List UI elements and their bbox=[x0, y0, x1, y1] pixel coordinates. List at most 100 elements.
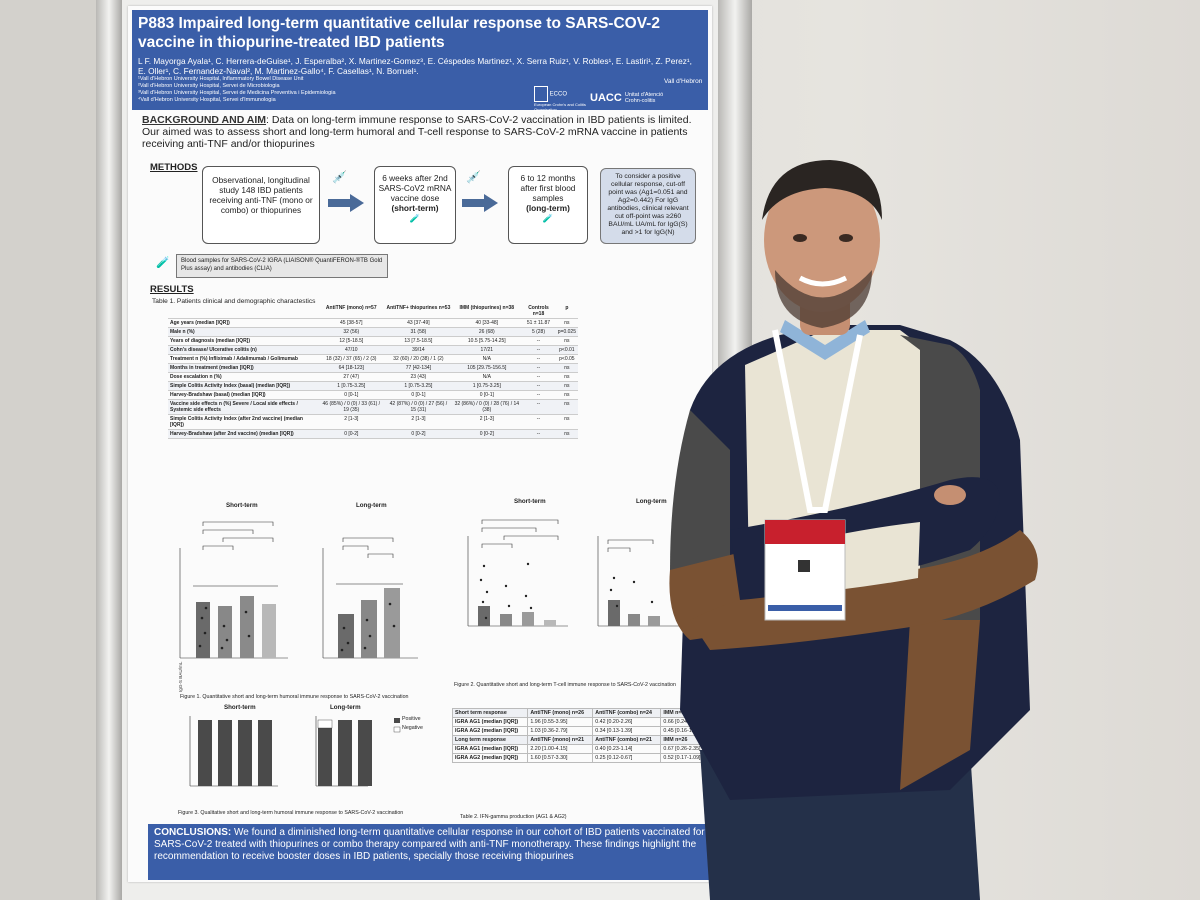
table1-row-label: Simple Colitis Activity Index (after 2nd… bbox=[168, 414, 319, 430]
table1-row-label: Cohn's disease/ Ulcerative colitis (n) bbox=[168, 345, 319, 355]
table1-row-label: Age years (median [IQR]) bbox=[168, 318, 319, 328]
figure2-tcell-quantitative bbox=[467, 519, 688, 627]
table1-header-cell: p bbox=[555, 304, 578, 319]
methods-box-long-term-label: (long-term) bbox=[526, 203, 570, 213]
table1-cell: 27 (47) bbox=[318, 372, 385, 382]
uacc-logo-subtext: Unitat d'Atenció Crohn-colitis bbox=[624, 92, 664, 104]
table1-cell: 23 (43) bbox=[384, 372, 453, 382]
table1-cell: 31 (58) bbox=[384, 327, 453, 337]
conclusions-box: CONCLUSIONS: We found a diminished long-… bbox=[148, 824, 712, 880]
table1-row: Dose escalation n (%) 27 (47) 23 (43) N/A --… bbox=[168, 372, 578, 382]
right-eye bbox=[839, 234, 853, 242]
affiliation: ²Vall d'Hebron University Hospital, Serv… bbox=[138, 83, 280, 89]
poster-header: P883 Impaired long-term quantitative cel… bbox=[132, 10, 708, 112]
table1-row: Treatment n (%) Infliximab / Adalimumab … bbox=[168, 354, 578, 364]
table1-cell: 0 [0-2] bbox=[318, 429, 385, 439]
table2-row: Short term response AntiTNF (mono) n=26 An… bbox=[451, 708, 708, 718]
table1-cell: 0 [0-1] bbox=[318, 390, 385, 400]
table2-row: IGRA AG2 (median [IQR]) 1.60 [0.57-3.30] 0… bbox=[451, 753, 708, 763]
table1-cell: 0 [0-2] bbox=[452, 429, 522, 439]
table1-cell: ns bbox=[555, 390, 578, 400]
table1-header-cell: IMM (thiopurines) n=38 bbox=[452, 304, 522, 319]
table1-cell: 26 (68) bbox=[452, 327, 522, 337]
table1-cell: ns bbox=[555, 318, 578, 328]
background-text: : Data on long-term immune response to S… bbox=[142, 114, 692, 150]
table1-cell: 46 (85%) / 0 (0) / 33 (61) / 19 (35) bbox=[318, 399, 385, 415]
table1-row: Harvey-Bradshaw (after 2nd vaccine) (med… bbox=[168, 429, 578, 439]
table1-cell: 47/10 bbox=[318, 345, 385, 355]
table1-cell: 1 [0.75-3.25] bbox=[452, 381, 522, 391]
methods-box-study: Observational, longitudinal study 148 IB… bbox=[202, 166, 320, 244]
table2-cell: 0.25 [0.12-0.67] bbox=[592, 753, 662, 763]
table1-row: Harvey-Bradshaw (basal) (median [IQR]) 0 … bbox=[168, 390, 578, 400]
table2-row-label: IGRA AG1 (median [IQR]) bbox=[451, 744, 529, 754]
table1-row-label: Vaccine side effects n (%) Severe / Loca… bbox=[168, 399, 319, 415]
fig3-legend-positive: Positive bbox=[402, 716, 421, 722]
table1-cell: 51 ± 11.87 bbox=[521, 318, 556, 328]
poster-title: P883 Impaired long-term quantitative cel… bbox=[138, 15, 660, 51]
table1-cell: -- bbox=[521, 372, 556, 382]
fig3-long-term-label: Long-term bbox=[330, 704, 361, 711]
poster-authors: L F. Mayorga Ayala¹, C. Herrera-deGuise¹… bbox=[138, 56, 692, 76]
scientific-poster: P883 Impaired long-term quantitative cel… bbox=[128, 6, 712, 882]
table1-cell: ns bbox=[555, 372, 578, 382]
table1-cell: ns bbox=[555, 399, 578, 415]
table2-caption: Table 2. IFN-gamma production (AG1 & AG2… bbox=[460, 814, 567, 820]
methods-box-short-term-text: 6 weeks after 2nd SARS-CoV2 mRNA vaccine… bbox=[378, 173, 452, 203]
table1-cell: 105 [29.75-156.5] bbox=[452, 363, 522, 373]
table1-row-label: Months in treatment (median [IQR]) bbox=[168, 363, 319, 373]
table1-row: Age years (median [IQR]) 45 [38-57] 43 [37… bbox=[168, 318, 578, 328]
table1-cell: 0 [0-1] bbox=[384, 390, 453, 400]
background-section: BACKGROUND AND AIM: Data on long-term im… bbox=[142, 114, 702, 150]
results-label: RESULTS bbox=[150, 284, 194, 295]
table1-cell: ns bbox=[555, 429, 578, 439]
table1-cell: 45 [38-57] bbox=[318, 318, 385, 328]
fig3-legend-negative: Negative bbox=[402, 725, 423, 731]
methods-box-long-term: 6 to 12 months after first blood samples… bbox=[508, 166, 588, 244]
table1-cell: 5 (28) bbox=[521, 327, 556, 337]
left-eye bbox=[793, 234, 807, 242]
lanyard bbox=[772, 329, 863, 513]
affiliation: ³Vall d'Hebron University Hospital, Serv… bbox=[138, 90, 336, 96]
table2-ifn-gamma: Short term response AntiTNF (mono) n=26 An… bbox=[451, 708, 708, 763]
table2-row-label: IGRA AG2 (median [IQR]) bbox=[451, 726, 529, 736]
uacc-logo: UACC Unitat d'Atenció Crohn-colitis bbox=[590, 92, 681, 104]
table1-cell: 43 [37-49] bbox=[384, 318, 453, 328]
table1-row-label: Years of diagnosis (median [IQR]) bbox=[168, 336, 319, 346]
table1-cell: ns bbox=[555, 414, 578, 430]
fig2-long-term-label: Long-term bbox=[636, 498, 667, 505]
hand bbox=[934, 485, 966, 505]
fig1-ylabel: IgG-S BAU/mL bbox=[178, 661, 183, 692]
table2-cell: AntiTNF (mono) n=21 bbox=[527, 735, 594, 745]
table2-cell: 2.20 [1.00-4.15] bbox=[527, 744, 594, 754]
table1-cell: 10.5 [5.75-14.25] bbox=[452, 336, 522, 346]
table1-header-cell: Controls n=18 bbox=[521, 304, 556, 319]
table1-cell: p<0.01 bbox=[555, 345, 578, 355]
vall-hebron-logo: Vall d'Hebron bbox=[664, 78, 703, 85]
table1-row: Simple Colitis Activity Index (basal) (m… bbox=[168, 381, 578, 391]
table2-row-label: IGRA AG2 (median [IQR]) bbox=[451, 753, 529, 763]
table1-cell: p<0.05 bbox=[555, 354, 578, 364]
methods-arrow bbox=[462, 194, 498, 212]
table1-row: Vaccine side effects n (%) Severe / Loca… bbox=[168, 399, 578, 415]
table1-cell: 2 [1-3] bbox=[318, 414, 385, 430]
methods-box-short-term: 6 weeks after 2nd SARS-CoV2 mRNA vaccine… bbox=[374, 166, 456, 244]
table2-cell: 1.60 [0.57-3.30] bbox=[527, 753, 594, 763]
table2-cell: 1.03 [0.36-2.79] bbox=[527, 726, 594, 736]
figure3-humoral-qualitative bbox=[189, 716, 401, 787]
table1-cell: 1 [0.75-3.25] bbox=[384, 381, 453, 391]
table1-cell: -- bbox=[521, 345, 556, 355]
background-label: BACKGROUND AND AIM bbox=[142, 114, 267, 126]
left-pole bbox=[96, 0, 122, 900]
methods-arrow bbox=[328, 194, 364, 212]
presenter-person bbox=[669, 160, 1038, 900]
table2-cell: AntiTNF (mono) n=26 bbox=[527, 708, 594, 718]
blood-samples-box: Blood samples for SARS-CoV-2 IGRA (LIAIS… bbox=[176, 254, 388, 278]
table1-row: Male n (%) 32 (56) 31 (58) 26 (68) 5 (28) p=0… bbox=[168, 327, 578, 337]
table1-cell: p=0.025 bbox=[555, 327, 578, 337]
table1-cell: 1 [0.75-3.25] bbox=[318, 381, 385, 391]
fig2-caption: Figure 2. Quantitative short and long-te… bbox=[454, 682, 676, 688]
table1-cell: 2 [1-3] bbox=[384, 414, 453, 430]
fig3-short-term-label: Short-term bbox=[224, 704, 256, 711]
table1-header-cell: AntiTNF (mono) n=57 bbox=[318, 304, 385, 319]
